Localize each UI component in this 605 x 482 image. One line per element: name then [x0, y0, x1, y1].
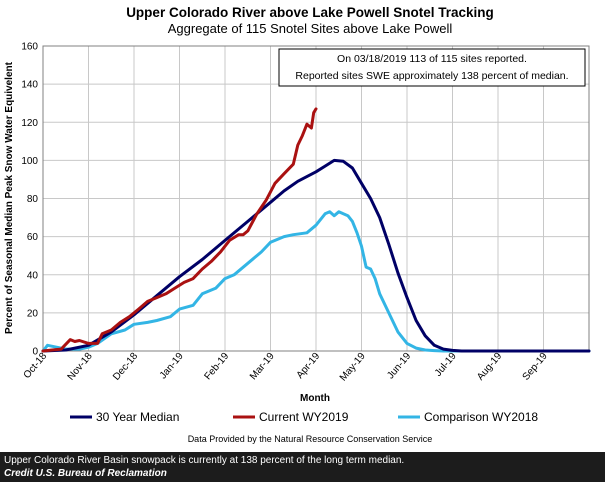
y-tick-label: 60	[27, 232, 39, 243]
legend-current-label: Current WY2019	[259, 410, 349, 424]
photo-caption: Upper Colorado River Basin snowpack is c…	[0, 452, 605, 482]
x-axis-ticks: Oct-18 Nov-18 Dec-18 Jan-19 Feb-19 Mar-19 Apr-…	[22, 351, 550, 384]
annotation-line-2: Reported sites SWE approximately 138 per…	[295, 70, 568, 82]
caption-text: Upper Colorado River Basin snowpack is c…	[4, 455, 405, 466]
series-line-comparison	[41, 210, 591, 353]
x-tick-label: Apr-19	[295, 351, 323, 381]
y-tick-label: 0	[32, 347, 38, 358]
y-tick-label: 100	[21, 156, 38, 167]
x-tick-label: May-19	[338, 351, 368, 384]
x-tick-label: Mar-19	[248, 351, 277, 383]
chart-title: Upper Colorado River above Lake Powell S…	[126, 5, 494, 20]
legend-comparison-label: Comparison WY2018	[424, 410, 538, 424]
snotel-chart: Upper Colorado River above Lake Powell S…	[4, 5, 591, 444]
y-tick-label: 20	[27, 308, 39, 319]
x-tick-label: Jan-19	[158, 351, 186, 382]
x-tick-label: Aug-19	[475, 351, 504, 383]
y-tick-label: 140	[21, 80, 38, 91]
x-tick-label: Jul-19	[433, 351, 459, 379]
plot-area-border	[42, 45, 590, 352]
data-source-note: Data Provided by the Natural Resource Co…	[188, 434, 433, 444]
chart-subtitle: Aggregate of 115 Snotel Sites above Lake…	[168, 21, 453, 36]
annotation-box: On 03/18/2019 113 of 115 sites reported.…	[278, 48, 586, 87]
grid-lines	[42, 45, 589, 352]
x-tick-label: Sep-19	[521, 351, 550, 383]
y-tick-label: 120	[21, 118, 38, 129]
annotation-line-1: On 03/18/2019 113 of 115 sites reported.	[337, 53, 527, 65]
caption-credit: Credit U.S. Bureau of Reclamation	[4, 468, 167, 479]
y-tick-label: 40	[27, 270, 39, 281]
x-tick-label: Feb-19	[203, 351, 232, 383]
legend: 30 Year Median Current WY2019 Comparison…	[70, 410, 538, 424]
legend-median-label: 30 Year Median	[96, 410, 179, 424]
x-tick-label: Jun-19	[385, 351, 413, 382]
x-axis-label: Month	[300, 393, 330, 404]
series-line-current	[41, 107, 318, 353]
x-tick-label: Nov-18	[66, 351, 95, 383]
series-line-median	[41, 158, 591, 353]
y-tick-label: 160	[21, 42, 38, 53]
x-tick-label: Dec-18	[111, 351, 140, 383]
y-axis-label: Percent of Seasonal Median Peak Snow Wat…	[4, 61, 15, 334]
series-lines	[41, 107, 591, 353]
y-tick-label: 80	[27, 194, 39, 205]
y-axis-ticks: 0 20 40 60 80 100 120 140 160	[21, 42, 38, 358]
